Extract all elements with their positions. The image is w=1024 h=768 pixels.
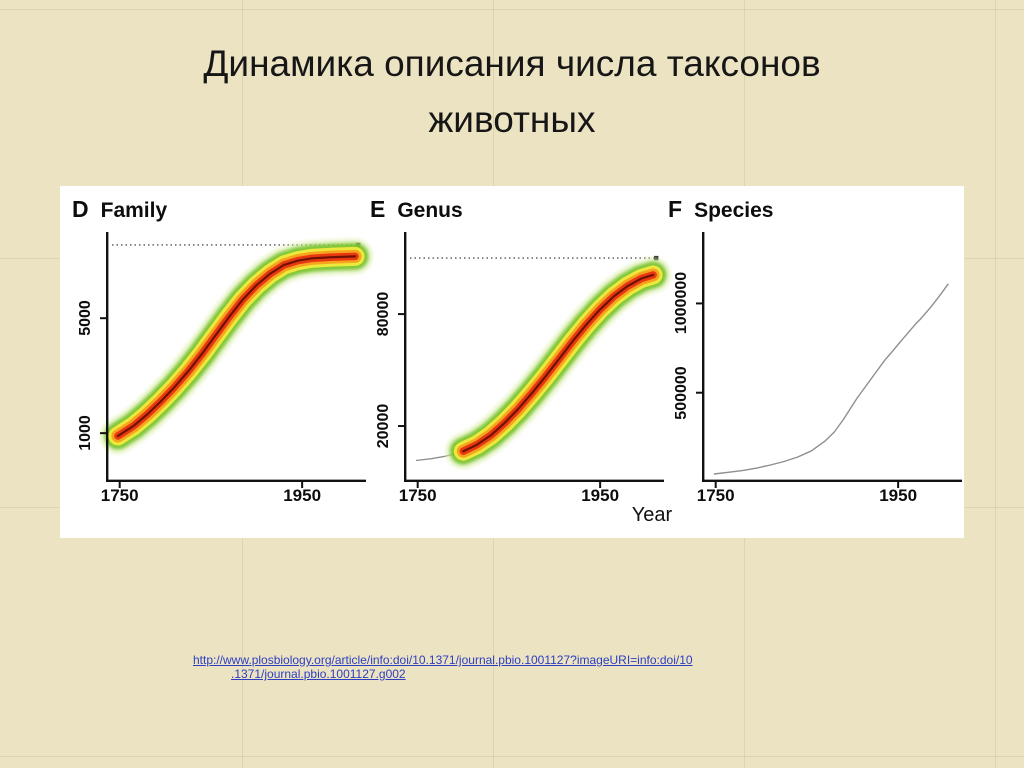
y-tick-label: 1000000	[673, 272, 690, 335]
chart-family-header: D Family	[72, 196, 362, 223]
x-axis-label: Year	[631, 504, 673, 526]
x-tick-label: 1750	[398, 486, 437, 505]
chart-species-canvas	[696, 232, 962, 488]
source-link[interactable]: http://www.plosbiology.org/article/info:…	[193, 653, 803, 681]
source-link-line2[interactable]: .1371/journal.pbio.1001127.g002	[231, 667, 406, 682]
chart-genus-header: E Genus	[370, 196, 660, 223]
chart-genus-title: Genus	[397, 199, 463, 222]
x-tick-label: 1750	[100, 486, 139, 505]
slide-title-line2: животных	[428, 98, 596, 140]
x-tick-label: 1950	[581, 486, 620, 505]
chart-genus-plot-area: 1750 1950 80000 20000	[368, 232, 672, 516]
y-tick-label: 1000	[77, 415, 94, 451]
panel-letter-e: E	[370, 196, 386, 222]
slide-title: Динамика описания числа таксонов животны…	[0, 36, 1024, 147]
chart-species: F Species 1750 1950 1000000 500000	[666, 194, 962, 538]
panel-letter-f: F	[668, 196, 683, 222]
x-tick-label: 1950	[879, 486, 918, 505]
y-tick-label: 500000	[673, 366, 690, 420]
figure-panel: D Family 1750 1950 5000 1000 E Genus 1750 19…	[60, 186, 964, 538]
chart-family-title: Family	[100, 199, 168, 222]
chart-family-canvas	[99, 232, 374, 488]
slide-title-line1: Динамика описания числа таксонов	[203, 43, 821, 84]
y-tick-label: 20000	[375, 403, 392, 449]
source-link-line1[interactable]: http://www.plosbiology.org/article/info:…	[193, 653, 693, 667]
chart-family-plot-area: 1750 1950 5000 1000	[70, 232, 374, 516]
chart-species-plot-area: 1750 1950 1000000 500000	[666, 232, 962, 516]
chart-species-header: F Species	[668, 196, 958, 223]
chart-family: D Family 1750 1950 5000 1000	[70, 194, 374, 538]
chart-genus-canvas	[398, 232, 672, 488]
chart-genus: E Genus 1750 1950 80000 20000	[368, 194, 672, 538]
y-tick-label: 5000	[77, 300, 94, 336]
x-tick-label: 1950	[283, 486, 322, 505]
panel-letter-d: D	[72, 196, 89, 222]
x-tick-label: 1750	[696, 486, 735, 505]
chart-species-title: Species	[694, 199, 774, 222]
y-tick-label: 80000	[375, 291, 392, 337]
